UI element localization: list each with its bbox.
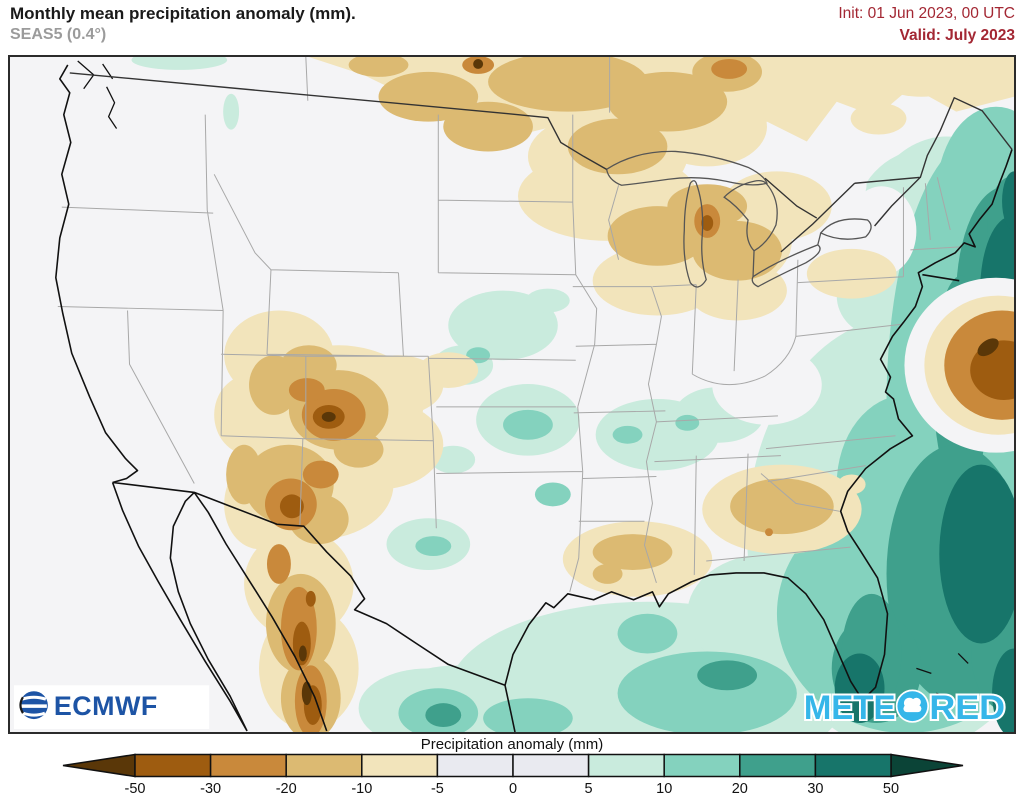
colorbar-tick-label: 50 (883, 781, 899, 796)
init-time-label: Init: 01 Jun 2023, 00 UTC (838, 5, 1015, 22)
colorbar-title: Precipitation anomaly (mm) (420, 736, 604, 753)
meteored-logo: METE RED (802, 687, 1007, 729)
ecmwf-logo-text: ECMWF (54, 691, 158, 721)
colorbar-tick-label: -30 (200, 781, 221, 796)
colorbar-segment (814, 753, 892, 778)
colorbar-tick-label: 30 (807, 781, 823, 796)
colorbar-segment (361, 753, 439, 778)
ecmwf-logo: ECMWF (13, 685, 210, 730)
canada-mexico-border (69, 72, 1013, 253)
colorbar-segment (209, 753, 287, 778)
colorbar-segment (663, 753, 741, 778)
precip-anomaly-map: ECMWF METE RED (13, 57, 1014, 732)
colorbar-tick-label: 5 (585, 781, 593, 796)
model-subtitle: SEAS5 (0.4°) (10, 26, 107, 43)
anomaly-dry-light (226, 57, 834, 732)
colorbar-segment (587, 753, 665, 778)
colorbar-tick-label: -20 (276, 781, 297, 796)
colorbar: -50 -30 -20 -10 -5 0 5 10 20 30 50 (0, 753, 1024, 796)
colorbar-tick-label: 0 (509, 781, 517, 796)
meteored-logo-text-left: METE (804, 689, 896, 727)
colorbar-segment (739, 753, 817, 778)
colorbar-segment (134, 753, 212, 778)
state-borders (57, 57, 961, 592)
page-title: Monthly mean precipitation anomaly (mm). (10, 4, 356, 23)
legend: Precipitation anomaly (mm) -50 -30 -20 -10-… (0, 737, 1024, 796)
colorbar-segment (436, 753, 514, 778)
colorbar-arrow-left (62, 753, 136, 778)
colorbar-arrow-right (890, 753, 964, 778)
valid-time-label: Valid: July 2023 (899, 27, 1015, 44)
colorbar-tick-label: 10 (656, 781, 672, 796)
colorbar-svg: -50 -30 -20 -10 -5 0 5 10 20 30 50 (62, 753, 964, 796)
coastline (55, 60, 1013, 732)
forecast-map-frame: ECMWF METE RED (8, 55, 1016, 734)
meteored-logo-text-right: RED (929, 689, 1005, 727)
colorbar-tick-label: -50 (125, 781, 146, 796)
colorbar-tick-label: -10 (351, 781, 372, 796)
colorbar-tick-label: 20 (732, 781, 748, 796)
colorbar-segment (512, 753, 590, 778)
colorbar-tick-label: -5 (431, 781, 444, 796)
great-lakes-outline (605, 150, 872, 288)
colorbar-segment (285, 753, 363, 778)
